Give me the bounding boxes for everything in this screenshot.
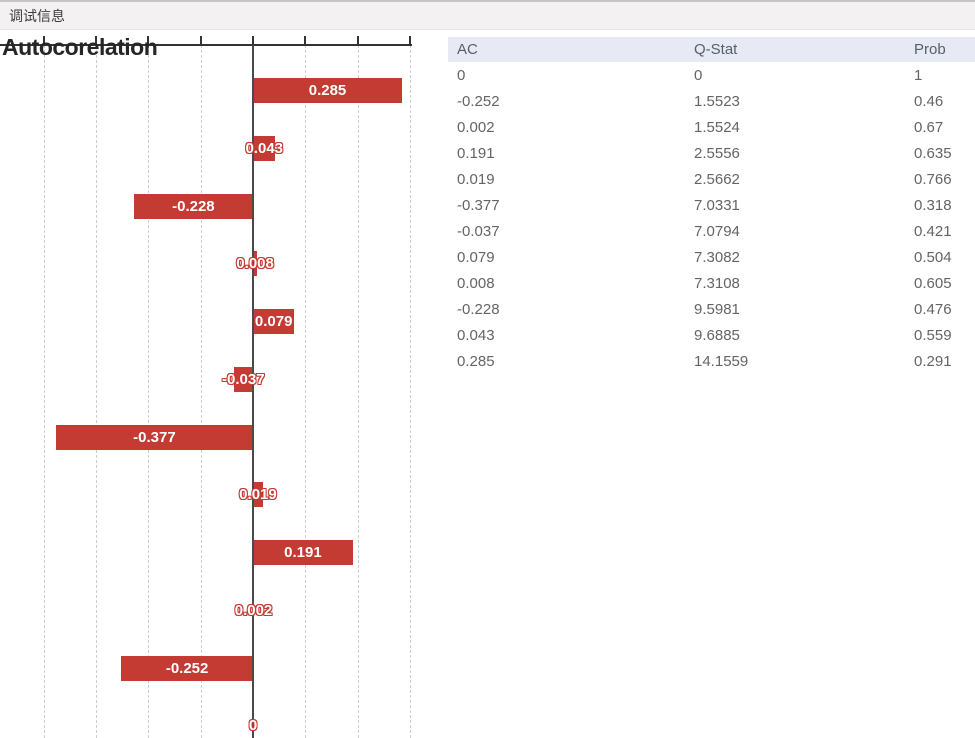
ac-bar[interactable]	[253, 309, 295, 335]
table-row: 0.079 7.3082 0.504	[448, 244, 975, 270]
column-header-prob[interactable]: Prob	[905, 37, 975, 62]
axis-tick	[408, 36, 411, 45]
axis-tick	[42, 36, 45, 45]
gridline	[43, 45, 45, 738]
table-cell: 0.605	[905, 270, 975, 296]
table-row: -0.228 9.5981 0.476	[448, 296, 975, 322]
table-cell: 0.191	[448, 140, 685, 166]
column-header-q-stat[interactable]: Q-Stat	[685, 37, 905, 62]
table-row: 0.019 2.5662 0.766	[448, 166, 975, 192]
bar-value-label: 0.191	[284, 544, 322, 562]
bar-value-label: 0.019	[239, 486, 277, 504]
bar-chart-plot: 0.285 0.043 -0.228 0.008 0.079 -0.037 -0.377 0.…	[0, 36, 440, 738]
ac-bar[interactable]	[133, 193, 253, 219]
table-cell: -0.228	[448, 296, 685, 322]
x-axis-line	[0, 44, 412, 46]
axis-tick	[252, 36, 254, 45]
table-cell: 0.002	[448, 114, 685, 140]
tab-bar: 调试信息	[0, 0, 975, 30]
table-cell: 7.0331	[685, 192, 905, 218]
table-cell: 0	[448, 62, 685, 88]
table-cell: 9.5981	[685, 296, 905, 322]
axis-tick	[304, 36, 307, 45]
table-cell: 7.3082	[685, 244, 905, 270]
gridline	[409, 45, 411, 738]
table-cell: 0.008	[448, 270, 685, 296]
table-row: 0.002 1.5524 0.67	[448, 114, 975, 140]
table-header-row: AC Q-Stat Prob	[448, 37, 975, 62]
table-cell: 1.5523	[685, 88, 905, 114]
bar-value-label: 0.008	[236, 255, 274, 273]
gridline	[200, 45, 202, 738]
table-cell: 14.1559	[685, 348, 905, 374]
bar-value-label: 0.002	[234, 601, 273, 619]
bar-value-label: 0.079	[254, 313, 293, 331]
table-cell: 0.079	[448, 244, 685, 270]
table-cell: 0.476	[905, 296, 975, 322]
table-cell: 0.291	[905, 348, 975, 374]
table-cell: 2.5556	[685, 140, 905, 166]
gridline	[357, 45, 359, 738]
table-cell: 0	[685, 62, 905, 88]
table-cell: 0.766	[905, 166, 975, 192]
table-cell: 9.6885	[685, 322, 905, 348]
bar-value-label: 0.043	[245, 139, 284, 157]
table-body: 0 0 1 -0.252 1.5523 0.46 0.002 1.5524 0.67 0.191 2…	[448, 62, 975, 374]
table-cell: 1	[905, 62, 975, 88]
ac-bar[interactable]	[253, 540, 353, 566]
table-cell: 0.46	[905, 88, 975, 114]
table-row: -0.037 7.0794 0.421	[448, 218, 975, 244]
ac-bar[interactable]	[253, 135, 276, 161]
bar-value-label: -0.252	[165, 659, 209, 677]
table-cell: 0.285	[448, 348, 685, 374]
table-cell: -0.037	[448, 218, 685, 244]
ac-bar[interactable]	[253, 78, 403, 103]
ac-bar[interactable]	[121, 655, 253, 681]
bar-value-label: -0.037	[222, 370, 265, 388]
ac-bar[interactable]	[55, 424, 253, 450]
bar-value-label: 0	[248, 717, 258, 735]
table-cell: 0.504	[905, 244, 975, 270]
axis-tick	[147, 36, 150, 45]
ac-bar[interactable]	[253, 482, 263, 508]
tab-debug-info[interactable]: 调试信息	[0, 2, 75, 30]
table-row: 0.285 14.1559 0.291	[448, 348, 975, 374]
table-row: 0.008 7.3108 0.605	[448, 270, 975, 296]
table-cell: -0.252	[448, 88, 685, 114]
axis-tick	[95, 36, 98, 45]
axis-tick	[199, 36, 202, 45]
table-cell: -0.377	[448, 192, 685, 218]
table-cell: 0.635	[905, 140, 975, 166]
gridline	[305, 45, 307, 738]
table-cell: 1.5524	[685, 114, 905, 140]
gridline	[148, 45, 150, 738]
bar-value-label: 0.285	[308, 82, 347, 99]
table-row: -0.377 7.0331 0.318	[448, 192, 975, 218]
table-cell: 0.67	[905, 114, 975, 140]
bar-value-label: -0.377	[133, 428, 176, 446]
table-row: 0.043 9.6885 0.559	[448, 322, 975, 348]
gridline	[96, 45, 98, 738]
table-cell: 0.559	[905, 322, 975, 348]
ac-bar[interactable]	[253, 251, 258, 277]
table-cell: 7.3108	[685, 270, 905, 296]
tab-debug-info-label: 调试信息	[9, 8, 65, 24]
bar-value-label: -0.228	[172, 197, 215, 215]
table-cell: 2.5662	[685, 166, 905, 192]
table-cell: 0.318	[905, 192, 975, 218]
table-row: 0.191 2.5556 0.635	[448, 140, 975, 166]
axis-tick	[356, 36, 359, 45]
chart-title: Autocorelation	[2, 34, 158, 60]
column-header-ac[interactable]: AC	[448, 37, 685, 62]
table-cell: 7.0794	[685, 218, 905, 244]
ac-stats-table: AC Q-Stat Prob 0 0 1 -0.252 1.5523 0.46 0.002 1…	[448, 37, 975, 374]
table-row: -0.252 1.5523 0.46	[448, 88, 975, 114]
ac-bar[interactable]	[233, 366, 253, 392]
table-cell: 0.421	[905, 218, 975, 244]
table-cell: 0.019	[448, 166, 685, 192]
zero-axis-line	[252, 45, 254, 738]
table-cell: 0.043	[448, 322, 685, 348]
